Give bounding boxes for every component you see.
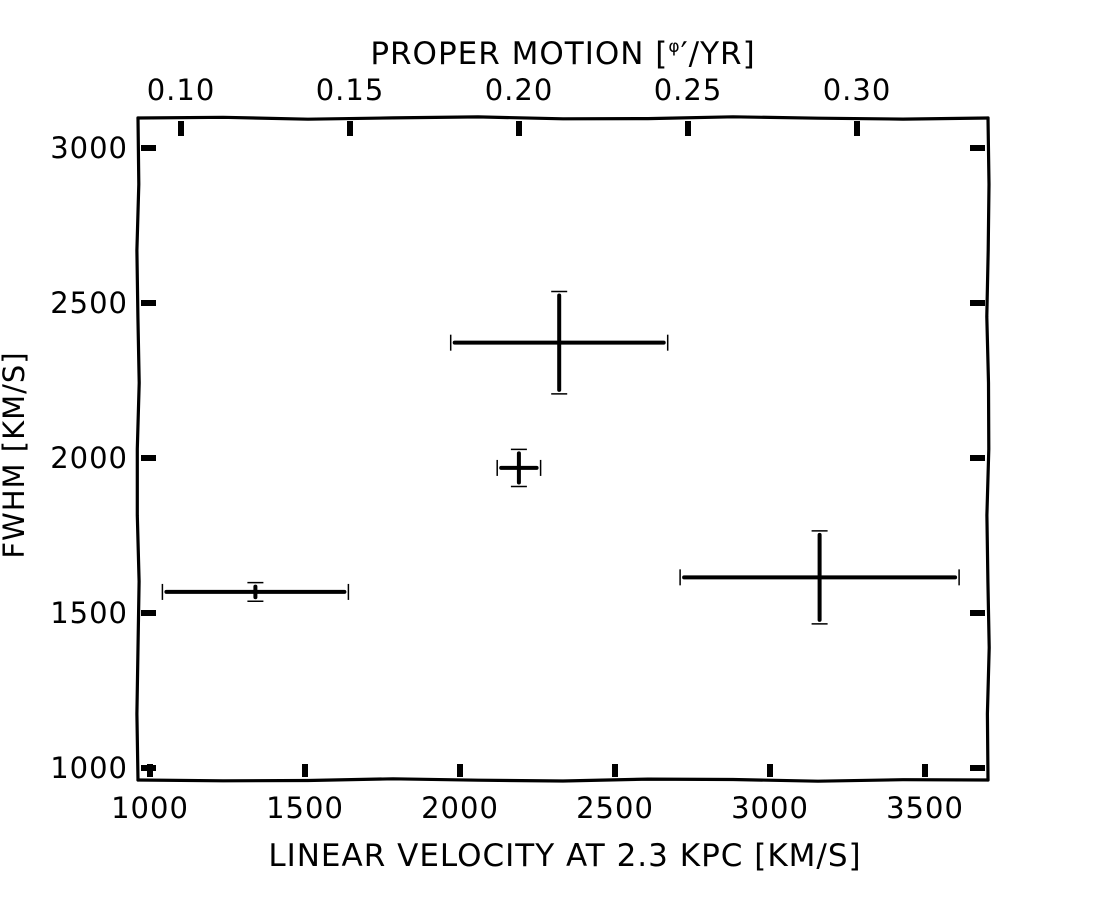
top-axis-label: PROPER MOTION [φ′/YR] [370,36,755,72]
top-tick-label: 0.10 [147,73,216,107]
data-point-2 [496,448,542,488]
frame-left [135,116,141,782]
plot-frame [135,115,991,783]
frame-top [136,115,990,121]
x-tick-label: 3500 [886,791,964,825]
x-tick-label: 2500 [576,791,654,825]
y-tick-label: 3000 [50,131,128,165]
top-axis-label-symbol: φ [668,37,680,57]
top-tick-label: 0.20 [485,73,554,107]
top-tick-label: 0.30 [823,73,892,107]
top-axis-label-prefix: PROPER MOTION [ [370,36,668,72]
data-point-1 [161,581,350,602]
frame-bottom [136,777,990,783]
top-tick-label: 0.15 [316,73,385,107]
top-tick-label: 0.25 [654,73,723,107]
y-axis-label: FWHM [KM/S] [0,351,31,558]
x-tick-label: 3000 [731,791,809,825]
data-point-4 [679,530,960,625]
y-tick-label: 2000 [50,441,128,475]
y-tick-label: 1500 [50,596,128,630]
x-tick-label: 1500 [266,791,344,825]
data-points [161,290,960,625]
x-tick-label: 1000 [111,791,189,825]
x-axis-label: LINEAR VELOCITY AT 2.3 KPC [KM/S] [268,838,861,874]
data-point-3 [449,290,669,395]
y-tick-label: 1000 [50,751,128,785]
tick-labels: 1000 1500 2000 2500 3000 3500 1000 1500 2000 2500… [50,73,964,825]
y-tick-label: 2500 [50,286,128,320]
x-tick-label: 2000 [421,791,499,825]
tick-marks [141,121,985,777]
top-axis-label-suffix: ′/YR] [681,36,756,72]
frame-right [985,116,991,782]
